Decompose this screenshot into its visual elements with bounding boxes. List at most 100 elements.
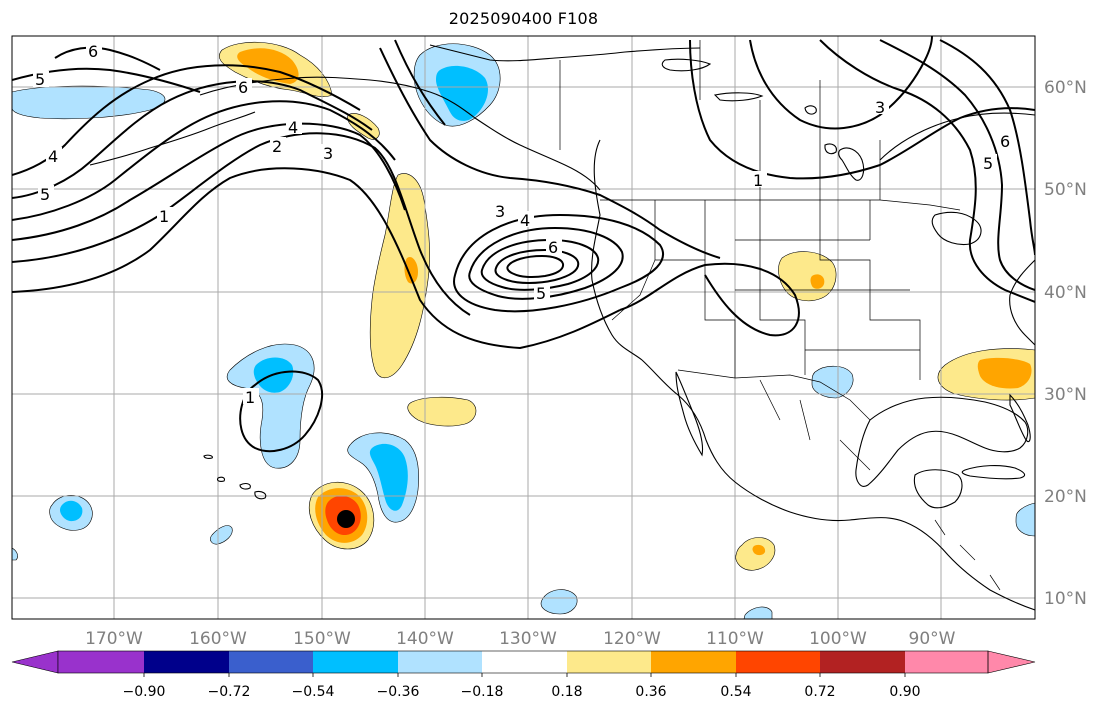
contour-1-canada	[689, 39, 1035, 180]
colorbar-bin-1	[58, 651, 144, 673]
map-title: 2025090400 F108	[448, 9, 599, 28]
lat-label-50n: 50°N	[1044, 180, 1087, 200]
map-panel	[12, 36, 1035, 619]
borders-states-1	[654, 200, 736, 378]
cb-label-5: −0.18	[461, 684, 504, 700]
contour-3-alaska	[379, 47, 721, 259]
contour-label-12: 6	[548, 238, 558, 257]
contour-loop-3	[480, 238, 600, 291]
cb-label-8: 0.54	[720, 684, 751, 700]
contour-label-3: 4	[48, 147, 58, 166]
colorbar-bin-7	[567, 651, 651, 673]
coastlines	[89, 44, 1035, 611]
contour-label-2: 5	[35, 70, 45, 89]
contour-label-15: 3	[875, 98, 885, 117]
colorbar-frame	[57, 650, 989, 674]
colorbar-extend-max	[987, 650, 1036, 674]
borders-states-2	[704, 200, 806, 375]
contour-label-14: 1	[753, 171, 763, 190]
lon-label-140w: 140°W	[396, 629, 454, 649]
contour-loop-2	[468, 226, 624, 300]
lat-label-30n: 30°N	[1044, 385, 1087, 405]
negative-anomaly-small-west	[210, 525, 233, 545]
positive-anomaly-band-core	[404, 256, 418, 284]
island-hawaii-1	[239, 483, 251, 490]
colorbar-bin-8	[651, 651, 736, 673]
lon-label-150w: 150°W	[293, 629, 351, 649]
cb-label-3: −0.54	[292, 684, 335, 700]
contour-labels: 6 5 4 6 5 4 3 2 1 3 4 6 5 1 3 5 6 1	[33, 42, 1014, 407]
negative-anomaly-nw	[12, 85, 166, 120]
lat-label-20n: 20°N	[1044, 487, 1087, 507]
cb-label-7: 0.36	[635, 684, 666, 700]
coastline-gulf-mexico	[855, 396, 1029, 487]
borders-states-4	[611, 259, 656, 321]
borders-mexico-states	[759, 379, 871, 471]
lon-label-120w: 120°W	[603, 629, 661, 649]
cb-label-2: −0.72	[208, 684, 251, 700]
positive-anomaly-gulf-core	[977, 357, 1032, 389]
coastline-arctic	[429, 44, 701, 62]
latitude-labels: 60°N 50°N 40°N 30°N 20°N 10°N	[1044, 78, 1087, 609]
negative-anomaly-south-edge	[743, 606, 773, 619]
contour-label-18: 1	[245, 388, 255, 407]
contour-7-east	[939, 39, 1035, 256]
contour-loop-4	[494, 248, 580, 284]
cb-label-10: 0.90	[889, 684, 920, 700]
coastline-east	[1009, 259, 1035, 346]
island-hawaii-2	[254, 490, 267, 500]
border-us-mexico	[677, 369, 871, 421]
cb-label-1: −0.90	[123, 684, 166, 700]
cb-label-4: −0.36	[377, 684, 420, 700]
island-canada-1	[804, 105, 817, 115]
lon-label-90w: 90°W	[909, 629, 956, 649]
contour-label-6: 4	[288, 118, 298, 137]
contour-3-east	[749, 36, 933, 130]
colorbar-bin-9	[736, 651, 820, 673]
negative-anomaly-west-core	[60, 500, 83, 522]
positive-anomaly-central-us-core	[810, 274, 825, 289]
island-alaska-2	[713, 92, 764, 102]
contour-label-11: 4	[520, 211, 530, 230]
contour-label-8: 2	[272, 137, 282, 156]
contour-1-pacific	[12, 167, 621, 350]
island-hawaii-3	[216, 476, 226, 482]
borders-canada-provinces	[699, 40, 881, 200]
contour-3-pacific	[12, 122, 406, 241]
colorbar-bin-11	[905, 651, 988, 673]
contour-loop-5	[506, 254, 565, 279]
colorbar-tick-labels: −0.90 −0.72 −0.54 −0.36 −0.18 0.18 0.36 …	[123, 684, 921, 700]
colorbar-bin-5	[398, 651, 482, 673]
lon-label-170w: 170°W	[85, 629, 143, 649]
cb-label-6: 0.18	[551, 684, 582, 700]
contour-label-13: 5	[536, 284, 546, 303]
positive-anomaly-north-pacific-core	[237, 48, 299, 84]
coastline-west-coast	[591, 139, 1035, 611]
coastline-yucatan	[913, 469, 963, 509]
cb-label-9: 0.72	[804, 684, 835, 700]
longitude-labels: 170°W 160°W 150°W 140°W 130°W 120°W 110°…	[85, 629, 956, 649]
contour-label-17: 6	[1000, 132, 1010, 151]
colorbar-extend-min	[11, 650, 59, 674]
contour-label-10: 3	[495, 202, 505, 221]
lon-label-130w: 130°W	[499, 629, 557, 649]
island-hawaii-4	[203, 454, 213, 459]
contour-label-5: 5	[40, 185, 50, 204]
coastline-florida	[1009, 393, 1031, 443]
contour-2-pacific	[12, 132, 471, 316]
negative-anomaly-east-edge	[1015, 502, 1035, 537]
island-canada-2	[838, 147, 865, 181]
colorbar-bin-4	[313, 651, 398, 673]
borders-central-america	[934, 519, 1001, 591]
colorbar-bin-6	[482, 651, 567, 673]
lon-label-100w: 100°W	[809, 629, 867, 649]
contour-4-pacific	[12, 100, 396, 221]
contour-1-us	[619, 262, 800, 337]
island-alaska-east	[661, 58, 712, 72]
lat-label-60n: 60°N	[1044, 78, 1087, 98]
coastline-cuba	[961, 465, 1026, 480]
border-us-canada	[600, 199, 961, 211]
colorbar-bin-2	[144, 651, 229, 673]
contour-loop-hawaii	[239, 370, 323, 453]
